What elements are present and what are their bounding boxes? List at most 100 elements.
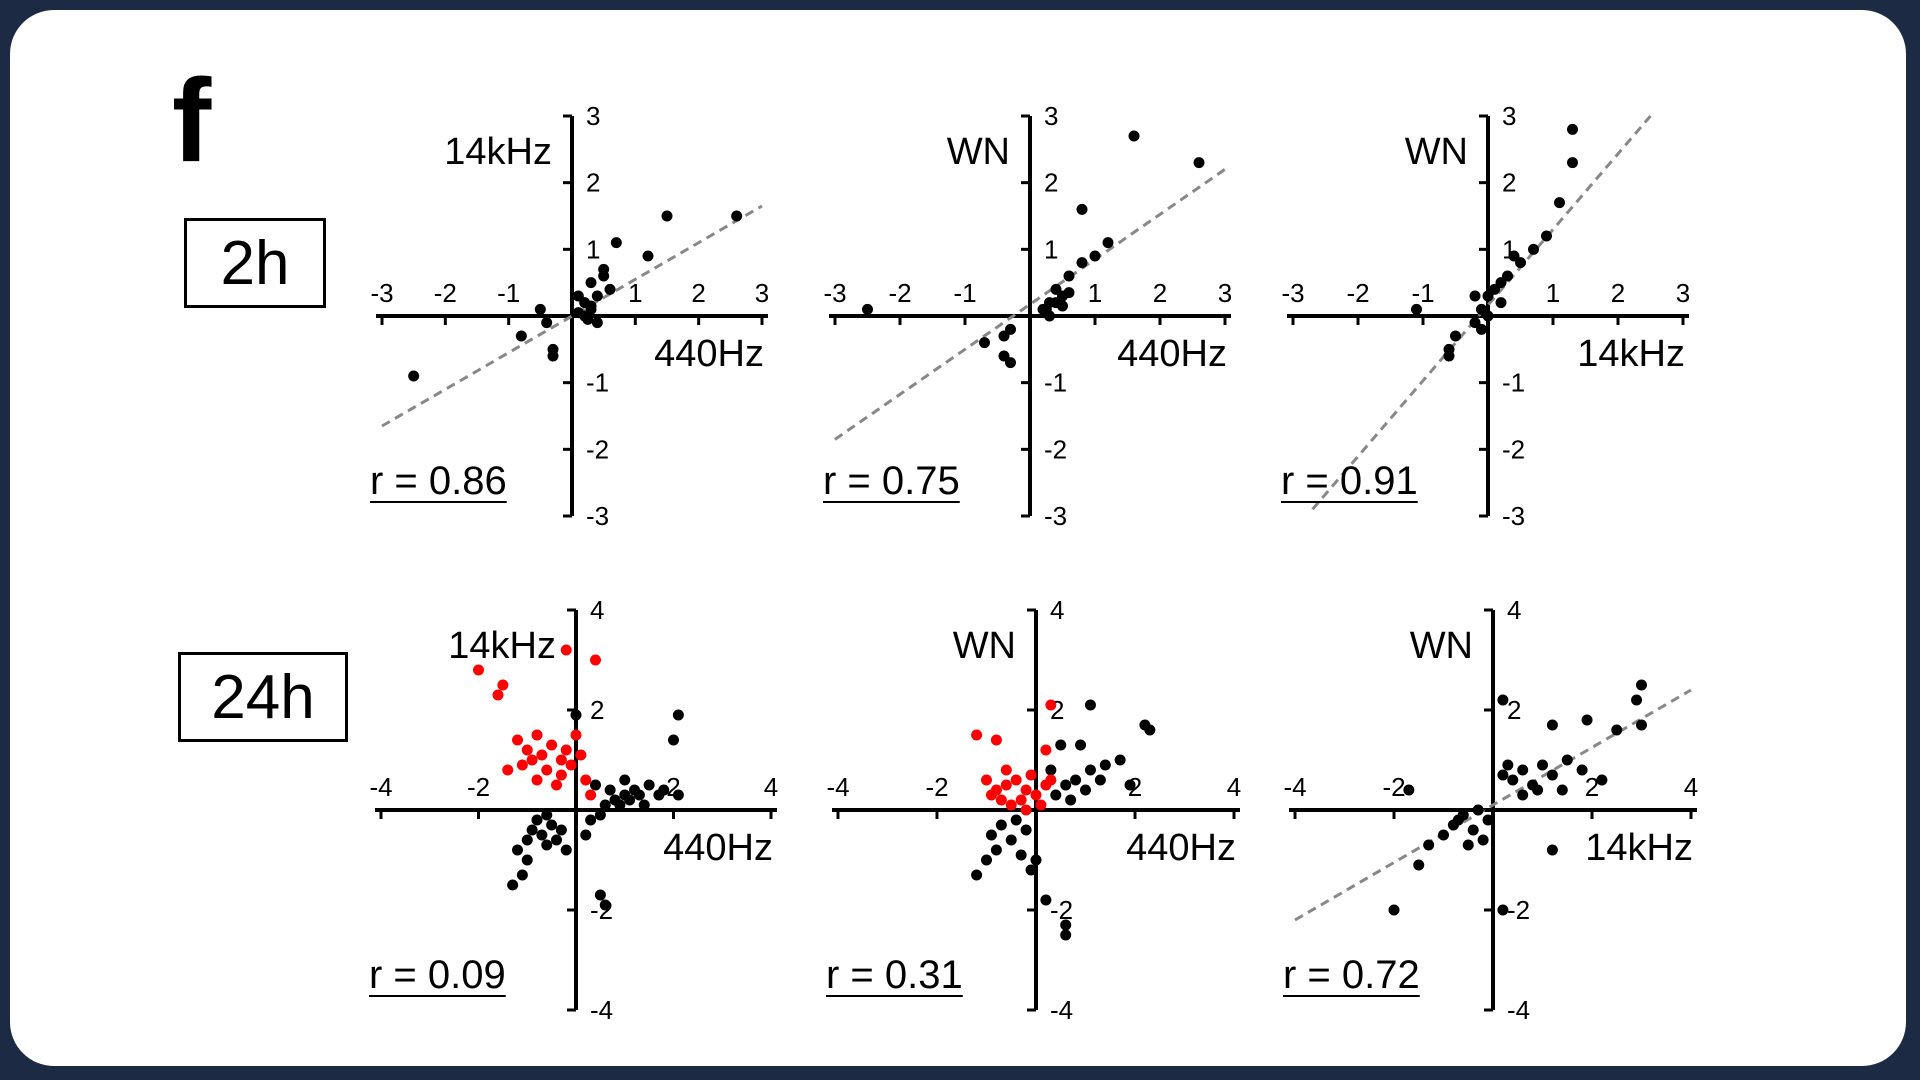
y-tick-label: 2 (1502, 168, 1516, 198)
data-point (1084, 764, 1096, 776)
data-point (1040, 894, 1052, 906)
data-point (610, 237, 622, 249)
data-point (1467, 824, 1479, 836)
x-tick-label: -1 (953, 278, 976, 308)
y-axis-label: WN (1405, 131, 1468, 173)
data-point (1144, 724, 1156, 736)
data-point (546, 819, 558, 831)
correlation-annotation: r = 0.09 (369, 953, 506, 997)
highlight-point (555, 769, 567, 781)
x-axis-label: 440Hz (1126, 827, 1236, 869)
y-axis-label: WN (947, 131, 1010, 173)
x-tick-label: 2 (1153, 278, 1167, 308)
data-point (521, 854, 533, 866)
y-tick-label: -1 (1502, 368, 1525, 398)
data-point (521, 834, 533, 846)
fit-line (834, 168, 1226, 441)
data-point (672, 709, 684, 721)
x-tick-label: -1 (497, 278, 520, 308)
y-tick-label: -2 (1044, 434, 1067, 464)
data-point (661, 210, 673, 222)
x-tick-label: -4 (1283, 772, 1306, 802)
data-point (653, 789, 665, 801)
data-point (1025, 864, 1037, 876)
data-point (507, 879, 519, 891)
data-point (1581, 714, 1593, 726)
panel-label: f (172, 55, 212, 187)
data-point (531, 814, 543, 826)
x-axis-label: 14kHz (1585, 827, 1693, 869)
highlight-point (971, 729, 983, 741)
data-point (1507, 774, 1519, 786)
x-tick-label: 2 (691, 278, 705, 308)
data-point (599, 799, 611, 811)
data-point (580, 829, 592, 841)
data-point (1443, 350, 1455, 362)
data-point (570, 709, 582, 721)
data-point (1636, 679, 1647, 691)
data-point (985, 829, 997, 841)
data-point (971, 869, 983, 881)
data-point (585, 300, 597, 312)
data-point (536, 829, 548, 841)
data-point (1411, 303, 1422, 315)
x-tick-label: -2 (467, 772, 490, 802)
highlight-point (516, 759, 528, 771)
data-point (1576, 764, 1588, 776)
data-point (1075, 739, 1087, 751)
y-tick-label: -3 (1502, 501, 1525, 531)
data-point (526, 824, 538, 836)
x-tick-label: -4 (826, 772, 849, 802)
scatter-panel-2: -3 -2 -1 1 2 3 3 2 1 -1 -2 -3 WN 440Hz r = 0.75 (823, 101, 1232, 531)
y-tick-label: 3 (1044, 101, 1058, 131)
data-point (672, 789, 684, 801)
highlight-point (1035, 799, 1047, 811)
x-tick-label: -2 (925, 772, 948, 802)
data-point (1528, 243, 1539, 255)
data-point (1124, 779, 1136, 791)
highlight-point (536, 749, 548, 761)
data-point (1102, 237, 1114, 249)
data-point (1508, 250, 1520, 262)
x-tick-label: 2 (1585, 772, 1599, 802)
fit-line (381, 204, 763, 428)
data-point (1452, 814, 1464, 826)
y-tick-label: -2 (586, 434, 609, 464)
correlation-annotation: r = 0.86 (370, 459, 507, 503)
highlight-point (570, 729, 582, 741)
fit-line (1294, 688, 1692, 922)
data-point (619, 774, 631, 786)
y-tick-label: -3 (586, 501, 609, 531)
data-point (590, 779, 601, 791)
data-point (585, 814, 597, 826)
data-point (599, 899, 611, 911)
data-point (1556, 784, 1568, 796)
data-point (1546, 719, 1558, 731)
data-point (1636, 719, 1647, 731)
data-point (862, 303, 873, 315)
data-point (624, 794, 636, 806)
x-tick-label: 1 (628, 278, 642, 308)
highlight-point (590, 654, 601, 666)
data-point (1060, 779, 1072, 791)
data-point (643, 779, 655, 791)
y-tick-label: -3 (1044, 501, 1067, 531)
y-axis-label: 14kHz (444, 131, 552, 173)
highlight-point (521, 744, 533, 756)
highlight-point (1005, 799, 1017, 811)
scatter-panel-6: -4 -2 2 4 4 2 -2 -4 WN 14kHz r = 0.72 (1283, 595, 1698, 1025)
x-axis-label: 440Hz (663, 827, 773, 869)
highlight-point (1045, 699, 1057, 711)
correlation-annotation: r = 0.72 (1283, 953, 1420, 997)
data-point (1476, 303, 1487, 315)
data-point (1084, 699, 1096, 711)
highlight-point (502, 764, 514, 776)
data-point (1517, 789, 1529, 801)
data-point (1403, 784, 1415, 796)
correlation-annotation: r = 0.75 (823, 459, 960, 503)
x-tick-label: -2 (888, 278, 911, 308)
y-tick-label: -1 (1044, 368, 1067, 398)
data-point (1005, 357, 1016, 369)
